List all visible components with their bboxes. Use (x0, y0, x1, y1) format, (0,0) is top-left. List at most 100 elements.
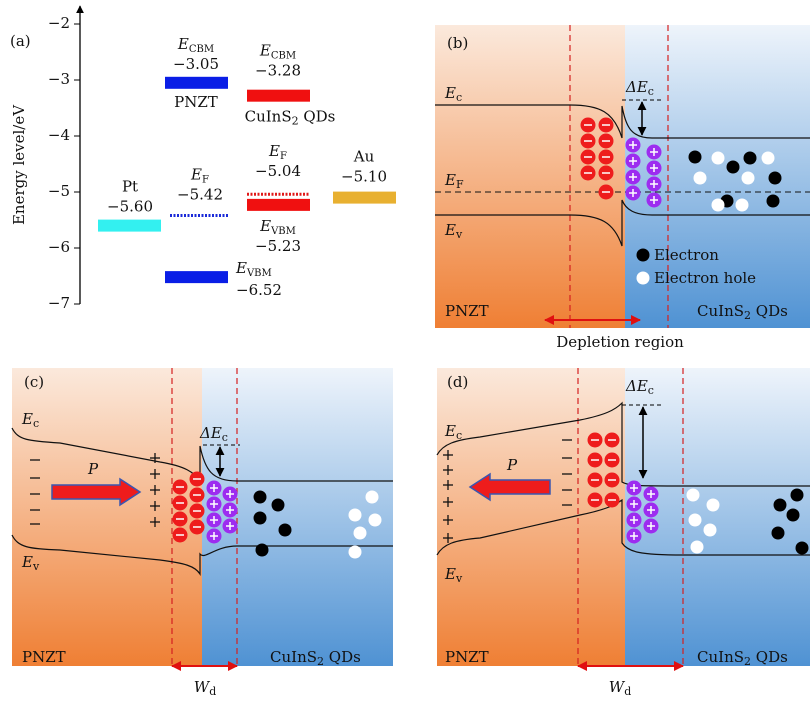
polarization-arrow (468, 472, 551, 502)
level-bar (333, 191, 396, 204)
y-tick-label: −3 (48, 70, 70, 88)
band-edge (11, 534, 393, 577)
material-label-sub: 2 (317, 655, 324, 668)
hole (693, 171, 707, 185)
hole (368, 513, 382, 527)
level-value: −5.10 (341, 168, 387, 186)
offset-label-main: ΔE (625, 78, 648, 96)
level-symbol-sub: F (202, 174, 209, 185)
level-material: CuInS2 QDs (245, 108, 336, 128)
level-material-part: CuInS (245, 108, 292, 126)
material-label-sub: 2 (744, 309, 751, 322)
offset-label-sub: c (648, 384, 654, 397)
level-symbol-main: E (235, 259, 247, 277)
hole (365, 490, 379, 504)
panel-label: (c) (24, 373, 44, 391)
band-label: Ev (444, 565, 463, 585)
material-label: PNZT (22, 648, 66, 666)
band-edge (436, 401, 810, 487)
electron (726, 160, 740, 174)
band-label-sub: c (456, 91, 462, 104)
level-symbol-main: E (190, 166, 202, 184)
width-label-sub: d (209, 685, 216, 698)
hole (761, 151, 775, 165)
band-label-sub: c (33, 417, 39, 430)
offset-label: ΔEc (625, 78, 654, 98)
material-label-part: CuInS (697, 648, 744, 666)
level-symbol-sub: CBM (189, 43, 214, 54)
electron (636, 248, 650, 262)
level-symbol-sub: CBM (271, 50, 296, 61)
level-material: PNZT (174, 93, 218, 111)
y-tick-label: −7 (48, 294, 70, 312)
band-label-main: E (21, 410, 33, 428)
offset-label: ΔEc (199, 424, 228, 444)
level-bar (165, 271, 228, 284)
hole (353, 526, 367, 540)
offset-label-sub: c (222, 431, 228, 444)
offset-label: ΔEc (625, 377, 654, 397)
panel-label: (b) (447, 34, 468, 52)
offset-label-main: ΔE (199, 424, 222, 442)
electron (790, 488, 804, 502)
electron (253, 490, 267, 504)
hole (348, 508, 362, 522)
polarization-arrow (51, 477, 142, 507)
panel-label: (d) (447, 373, 468, 391)
level-symbol-main: E (268, 142, 280, 160)
width-label-main: W (194, 678, 211, 696)
hole (636, 271, 650, 285)
y-tick-label: −5 (48, 182, 70, 200)
hole (703, 523, 717, 537)
band-label-sub: c (456, 429, 462, 442)
width-label-main: W (609, 678, 626, 696)
width-label-sub: d (624, 685, 631, 698)
band-label: Ev (21, 553, 40, 573)
band-edge (11, 427, 393, 483)
level-symbol: EVBM (235, 259, 272, 279)
level-value: −5.60 (107, 198, 153, 216)
level-material-sub: 2 (292, 115, 299, 128)
level-symbol-sub: F (280, 151, 287, 162)
level-material-part: QDs (299, 108, 336, 126)
electron (766, 194, 780, 208)
level-value: −3.28 (255, 62, 301, 80)
material-label: CuInS2 QDs (270, 648, 361, 668)
level-value: −5.23 (255, 237, 301, 255)
band-label-main: E (21, 553, 33, 571)
band-label-main: E (444, 171, 456, 189)
material-label-part: CuInS (270, 648, 317, 666)
band-label-sub: v (455, 572, 463, 585)
level-symbol-main: E (177, 35, 189, 53)
polarization-label: P (506, 456, 518, 474)
region-label: Depletion region (556, 333, 684, 351)
band-label: Ec (444, 84, 462, 104)
band-label-main: E (444, 565, 456, 583)
pnzt-region (12, 368, 202, 666)
band-label-sub: v (455, 228, 463, 241)
band-label-sub: F (456, 178, 464, 191)
level-symbol-sub: VBM (270, 225, 296, 236)
hole (711, 151, 725, 165)
electron (253, 511, 267, 525)
band-label: Ec (21, 410, 39, 430)
width-label: Wd (194, 678, 216, 698)
material-label-part: CuInS (697, 302, 744, 320)
level-value: −5.42 (177, 186, 223, 204)
level-symbol: EF (268, 142, 287, 162)
level-bar (247, 89, 310, 102)
panel-label: (a) (10, 32, 31, 50)
electron (773, 498, 787, 512)
pnzt-region (437, 368, 625, 666)
electron (768, 171, 782, 185)
material-label: PNZT (445, 302, 489, 320)
qd-region (625, 368, 810, 666)
material-label-part: QDs (751, 648, 788, 666)
pnzt-region (435, 25, 625, 328)
band-label-main: E (444, 422, 456, 440)
width-label: Wd (609, 678, 631, 698)
level-symbol-main: E (259, 42, 271, 60)
level-material: Pt (122, 178, 138, 196)
hole (711, 198, 725, 212)
